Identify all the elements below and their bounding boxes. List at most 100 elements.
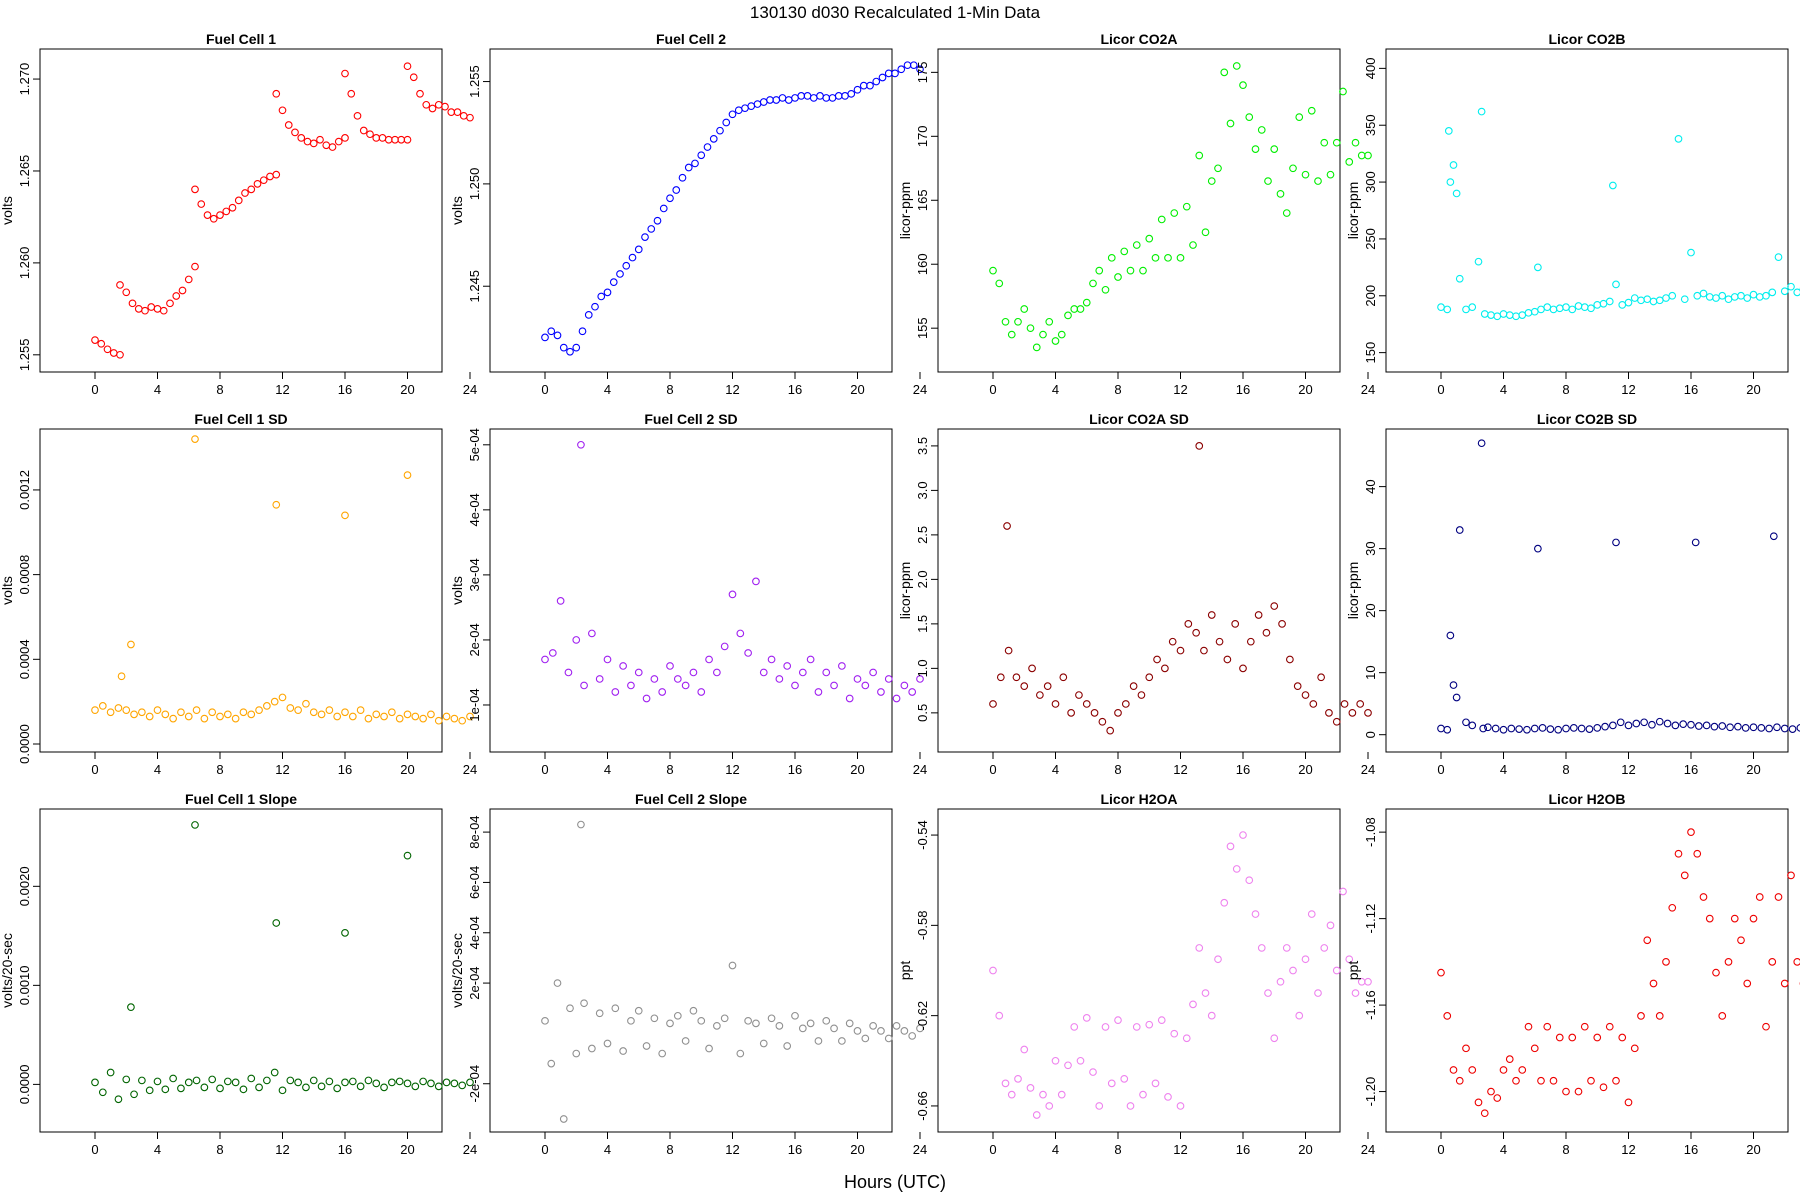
data-point <box>1773 723 1781 732</box>
data-point <box>673 1011 682 1020</box>
data-point <box>1612 538 1620 547</box>
x-tick-label: 8 <box>216 382 223 397</box>
data-point <box>200 714 209 723</box>
data-point <box>341 134 349 142</box>
data-point <box>1768 288 1777 297</box>
data-point <box>1687 248 1695 257</box>
x-tick-label: 4 <box>1500 762 1507 777</box>
data-point <box>995 279 1004 288</box>
y-axis-label: ppt <box>1345 961 1361 981</box>
data-point <box>1067 709 1075 717</box>
data-point <box>1157 1016 1166 1025</box>
data-point <box>134 305 143 313</box>
data-point <box>1195 151 1204 160</box>
data-point <box>1734 722 1742 731</box>
y-tick-label: 200 <box>1363 285 1378 307</box>
data-point <box>328 143 337 151</box>
data-point <box>391 135 399 144</box>
data-point <box>1555 1033 1564 1042</box>
data-point <box>1443 1012 1452 1020</box>
data-point <box>553 979 562 987</box>
data-point <box>1537 1076 1545 1085</box>
x-tick-label: 8 <box>666 1142 673 1157</box>
data-point <box>1630 294 1639 302</box>
data-point <box>223 710 232 719</box>
data-point <box>1616 718 1625 727</box>
data-point <box>634 1006 643 1015</box>
data-point <box>1351 138 1360 147</box>
data-point <box>1003 522 1011 530</box>
data-point <box>184 1078 193 1087</box>
data-point <box>1231 620 1240 628</box>
data-point <box>1674 135 1683 143</box>
y-tick-label: -1.08 <box>1363 817 1378 847</box>
data-point <box>814 688 823 696</box>
data-point <box>996 673 1005 682</box>
data-point <box>1755 293 1764 301</box>
data-point <box>1702 721 1711 730</box>
data-point <box>673 675 682 683</box>
data-point <box>622 261 631 270</box>
data-point <box>466 712 474 721</box>
y-tick-label: 350 <box>1363 114 1378 136</box>
data-point <box>566 347 574 356</box>
plot-frame <box>1385 808 1789 1133</box>
data-point <box>1624 721 1633 730</box>
y-tick-label: 155 <box>915 317 930 339</box>
x-tick-label: 16 <box>1236 382 1250 397</box>
data-point <box>1718 291 1727 300</box>
data-point <box>1452 189 1461 198</box>
data-point <box>572 343 581 352</box>
data-point <box>1120 247 1129 256</box>
y-tick-label: 3.5 <box>915 437 930 455</box>
data-point <box>1687 720 1695 729</box>
data-point <box>597 292 606 301</box>
y-tick-label: 1.250 <box>467 168 482 201</box>
y-tick-label: 2e-04 <box>467 623 482 656</box>
data-point <box>713 1022 721 1030</box>
data-point <box>270 697 279 706</box>
data-point <box>1643 295 1652 304</box>
data-point <box>1170 1029 1179 1038</box>
data-point <box>122 706 131 714</box>
data-point <box>1693 849 1702 858</box>
data-point <box>441 102 449 111</box>
data-point <box>270 1068 279 1077</box>
data-point <box>1743 979 1752 988</box>
data-point <box>348 1077 357 1086</box>
data-point <box>642 1042 651 1050</box>
data-point <box>1195 944 1204 952</box>
data-point <box>1593 301 1602 309</box>
data-point <box>216 712 224 721</box>
data-point <box>1276 190 1285 198</box>
data-point <box>1301 955 1310 964</box>
data-point <box>1039 1090 1047 1099</box>
data-point <box>419 714 427 723</box>
y-tick-label: 3.0 <box>915 481 930 499</box>
data-point <box>1129 682 1138 691</box>
data-point <box>672 186 681 194</box>
data-point <box>427 710 435 719</box>
x-tick-label: 20 <box>1298 762 1312 777</box>
data-point <box>1640 718 1648 727</box>
data-point <box>853 1027 862 1035</box>
x-tick-label: 4 <box>1052 1142 1059 1157</box>
y-tick-label: 6e-04 <box>467 866 482 899</box>
data-point <box>766 96 774 104</box>
data-point <box>109 349 118 357</box>
x-tick-label: 12 <box>275 1142 289 1157</box>
data-point <box>1674 849 1683 858</box>
data-point <box>1089 1068 1097 1076</box>
data-point <box>1339 887 1347 896</box>
y-tick-label: 170 <box>915 125 930 147</box>
data-point <box>1207 1011 1216 1020</box>
panel-fuel-cell-1-sd: Fuel Cell 1 SD 0 4 8 12 16 20 24 0.0000 0.0004 0.0… <box>0 411 477 777</box>
data-point <box>1587 1076 1595 1085</box>
data-point <box>1580 303 1589 311</box>
x-tick-label: 16 <box>1684 1142 1698 1157</box>
data-point <box>1655 296 1664 305</box>
data-point <box>364 1076 373 1085</box>
data-point <box>828 94 837 102</box>
data-point <box>122 288 131 297</box>
data-point <box>458 1081 467 1090</box>
